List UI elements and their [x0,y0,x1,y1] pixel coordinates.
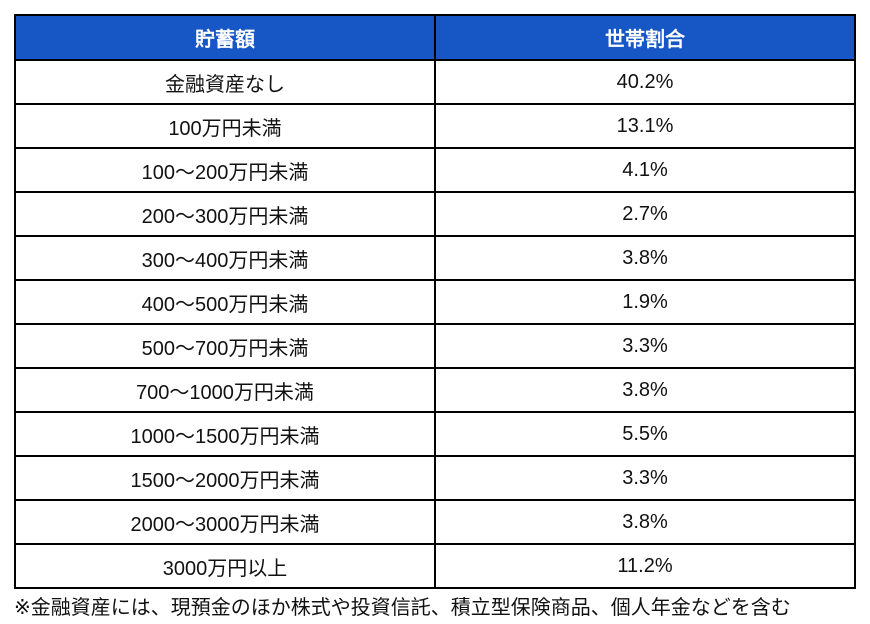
savings-range-cell: 500〜700万円未満 [14,323,436,369]
footnote: ※金融資産には、現預金のほか株式や投資信託、積立型保険商品、個人年金などを含む [14,597,791,619]
household-share-cell: 40.2% [434,59,856,105]
table-row: 金融資産なし 40.2% [14,59,856,105]
column-header-household-share: 世帯割合 [434,14,856,61]
savings-range-cell: 100〜200万円未満 [14,147,436,193]
household-share-cell: 3.8% [434,367,856,413]
household-share-cell: 5.5% [434,411,856,457]
savings-range-cell: 700〜1000万円未満 [14,367,436,413]
table-row: 100〜200万円未満 4.1% [14,147,856,193]
household-share-cell: 3.8% [434,235,856,281]
table-row: 2000〜3000万円未満 3.8% [14,499,856,545]
savings-range-cell: 3000万円以上 [14,543,436,589]
household-share-cell: 1.9% [434,279,856,325]
household-share-cell: 11.2% [434,543,856,589]
savings-range-cell: 金融資産なし [14,59,436,105]
table-row: 1500〜2000万円未満 3.3% [14,455,856,501]
savings-range-cell: 2000〜3000万円未満 [14,499,436,545]
household-share-cell: 3.3% [434,323,856,369]
table-row: 500〜700万円未満 3.3% [14,323,856,369]
savings-range-cell: 200〜300万円未満 [14,191,436,237]
savings-distribution-table: 貯蓄額 世帯割合 金融資産なし 40.2% 100万円未満 13.1% 100〜200万… [14,14,856,589]
table-header-row: 貯蓄額 世帯割合 [14,14,856,61]
table-body: 金融資産なし 40.2% 100万円未満 13.1% 100〜200万円未満 4.1% 20… [14,59,856,589]
table-row: 300〜400万円未満 3.8% [14,235,856,281]
table-row: 700〜1000万円未満 3.8% [14,367,856,413]
household-share-cell: 13.1% [434,103,856,149]
savings-range-cell: 400〜500万円未満 [14,279,436,325]
table-row: 400〜500万円未満 1.9% [14,279,856,325]
table-row: 200〜300万円未満 2.7% [14,191,856,237]
table-row: 1000〜1500万円未満 5.5% [14,411,856,457]
household-share-cell: 2.7% [434,191,856,237]
savings-range-cell: 300〜400万円未満 [14,235,436,281]
savings-range-cell: 1500〜2000万円未満 [14,455,436,501]
column-header-savings-amount: 貯蓄額 [14,14,436,61]
household-share-cell: 3.8% [434,499,856,545]
savings-range-cell: 1000〜1500万円未満 [14,411,436,457]
table-row: 3000万円以上 11.2% [14,543,856,589]
savings-range-cell: 100万円未満 [14,103,436,149]
household-share-cell: 4.1% [434,147,856,193]
household-share-cell: 3.3% [434,455,856,501]
table-row: 100万円未満 13.1% [14,103,856,149]
